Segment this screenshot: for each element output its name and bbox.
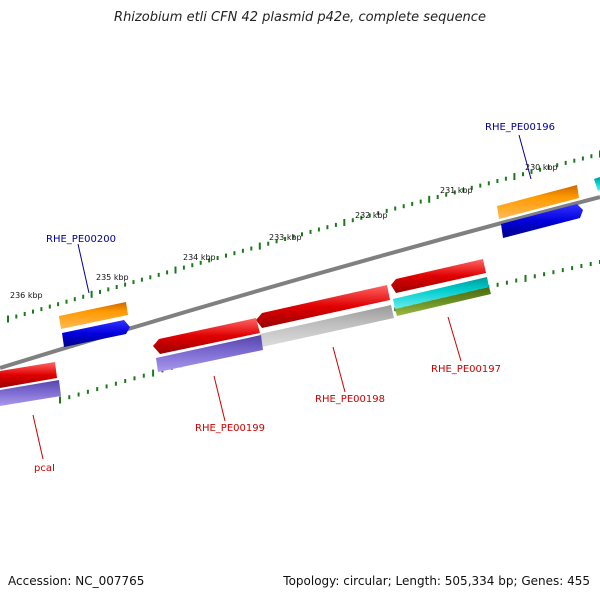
- leader-pcai: [32, 414, 44, 460]
- accession-text: Accession: NC_007765: [8, 574, 145, 588]
- label-pcai[interactable]: pcaI: [34, 463, 55, 474]
- outer-tick-track: [7, 150, 600, 323]
- gene-rhe-pe00198-grey[interactable]: [260, 305, 394, 347]
- leader-rhe-pe00199: [213, 375, 226, 422]
- tick-label-230: 230 kbp: [525, 163, 558, 172]
- tick-label-235: 235 kbp: [96, 273, 129, 282]
- gene-rhe-pe00198-red[interactable]: [256, 285, 390, 328]
- map-title: Rhizobium etli CFN 42 plasmid p42e, comp…: [114, 10, 486, 25]
- tick-label-234: 234 kbp: [183, 253, 216, 262]
- gene-rhe-pe00196-blue[interactable]: [501, 204, 583, 238]
- tick-label-236: 236 kbp: [10, 291, 43, 300]
- leader-rhe-pe00197: [447, 316, 462, 362]
- gene-rhe-pe00197-red[interactable]: [391, 259, 486, 293]
- gene-pcai-purple[interactable]: [0, 380, 61, 406]
- reverse-strand-genes: [0, 259, 491, 406]
- tick-labels: 230 kbp 231 kbp 232 kbp 233 kbp 234 kbp …: [10, 163, 558, 300]
- label-rhe-pe00198[interactable]: RHE_PE00198: [315, 394, 385, 405]
- gene-labels: RHE_PE00196 RHE_PE00200 RHE_PE00197 RHE_…: [34, 122, 555, 474]
- leader-rhe-pe00198: [332, 346, 346, 393]
- gene-rhe-pe00197-cyan[interactable]: [393, 277, 489, 309]
- gene-pcai-red[interactable]: [0, 362, 57, 388]
- leader-rhe-pe00200: [77, 243, 90, 294]
- gene-rhe-pe00199-purple[interactable]: [156, 335, 263, 372]
- leader-rhe-pe00196: [518, 134, 532, 180]
- label-rhe-pe00197[interactable]: RHE_PE00197: [431, 364, 501, 375]
- gene-rhe-pe00200-blue[interactable]: [62, 320, 130, 347]
- topology-summary: Topology: circular; Length: 505,334 bp; …: [283, 574, 590, 588]
- label-rhe-pe00199[interactable]: RHE_PE00199: [195, 423, 265, 434]
- tick-label-233: 233 kbp: [269, 233, 302, 242]
- label-rhe-pe00196[interactable]: RHE_PE00196: [485, 122, 555, 133]
- gene-cyan-edge[interactable]: [594, 177, 600, 191]
- label-rhe-pe00200[interactable]: RHE_PE00200: [46, 234, 116, 245]
- gene-rhe-pe00196-orange[interactable]: [497, 185, 579, 219]
- tick-label-231: 231 kbp: [440, 186, 473, 195]
- gene-rhe-pe00199-red[interactable]: [153, 318, 260, 354]
- gene-rhe-pe00197-olive[interactable]: [395, 287, 491, 316]
- tick-label-232: 232 kbp: [355, 211, 388, 220]
- forward-strand-genes: [59, 177, 600, 347]
- leader-lines: [32, 134, 532, 460]
- gene-rhe-pe00200-orange[interactable]: [59, 302, 128, 329]
